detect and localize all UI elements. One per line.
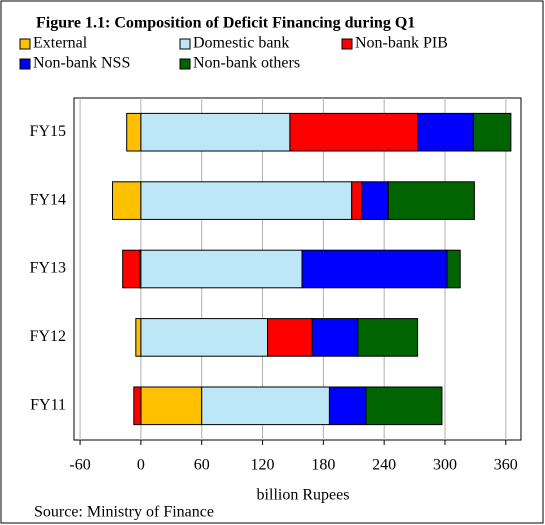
- plot: [73, 97, 522, 445]
- y-tick-label: FY15: [30, 123, 66, 140]
- y-tick-label: FY13: [30, 260, 66, 277]
- bar-segment: [267, 318, 313, 357]
- bar-segment: [446, 249, 461, 289]
- bar-segment: [140, 112, 291, 152]
- y-tick-label: FY12: [30, 328, 66, 345]
- x-axis-label: billion Rupees: [257, 487, 350, 504]
- x-tick-label: 300: [433, 457, 457, 474]
- bar-segment: [140, 181, 353, 220]
- bar-segment: [289, 112, 419, 152]
- bar-segment: [361, 181, 389, 220]
- x-tick-label: 180: [311, 457, 335, 474]
- bar-segment: [140, 386, 203, 426]
- chart-title: Figure 1.1: Composition of Deficit Finan…: [36, 15, 415, 32]
- x-tick-label: 360: [494, 457, 518, 474]
- bar-segment: [351, 181, 363, 220]
- y-tick-label: FY14: [30, 191, 66, 208]
- bar-segment: [357, 318, 419, 357]
- bar-segment: [112, 181, 142, 220]
- legend-label: Non-bank NSS: [33, 55, 130, 72]
- legend-swatch: [341, 38, 353, 50]
- legend-label: Non-bank PIB: [355, 35, 448, 52]
- bar-segment: [365, 386, 443, 426]
- legend-swatch: [179, 38, 191, 50]
- bar-segment: [201, 386, 330, 426]
- bar-segment: [301, 249, 448, 289]
- legend-label: Domestic bank: [193, 35, 289, 52]
- bar-segment: [417, 112, 474, 152]
- bar-segment: [472, 112, 512, 152]
- bar-segment: [122, 249, 141, 289]
- bar-segment: [328, 386, 367, 426]
- x-tick-label: 240: [372, 457, 396, 474]
- x-tick-label: 60: [194, 457, 210, 474]
- bar-segment: [387, 181, 475, 220]
- legend: External Domestic bank Non-bank PIB Non-ban…: [19, 35, 448, 72]
- legend-swatch: [19, 38, 31, 50]
- y-tick-label: FY11: [30, 396, 66, 413]
- legend-label: External: [33, 35, 88, 52]
- legend-swatch: [19, 58, 31, 70]
- x-tick-label: 120: [251, 457, 275, 474]
- legend-label: Non-bank others: [193, 55, 300, 72]
- legend-swatch: [179, 58, 191, 70]
- bar-segment: [140, 249, 303, 289]
- bar-segment: [133, 386, 142, 426]
- x-tick-label: 0: [137, 457, 145, 474]
- bar-segment: [311, 318, 359, 357]
- x-tick-label: -60: [69, 457, 90, 474]
- bar-segment: [135, 318, 142, 357]
- bar-segment: [140, 318, 269, 357]
- bar-segment: [126, 112, 142, 152]
- source: Source: Ministry of Finance: [34, 504, 214, 521]
